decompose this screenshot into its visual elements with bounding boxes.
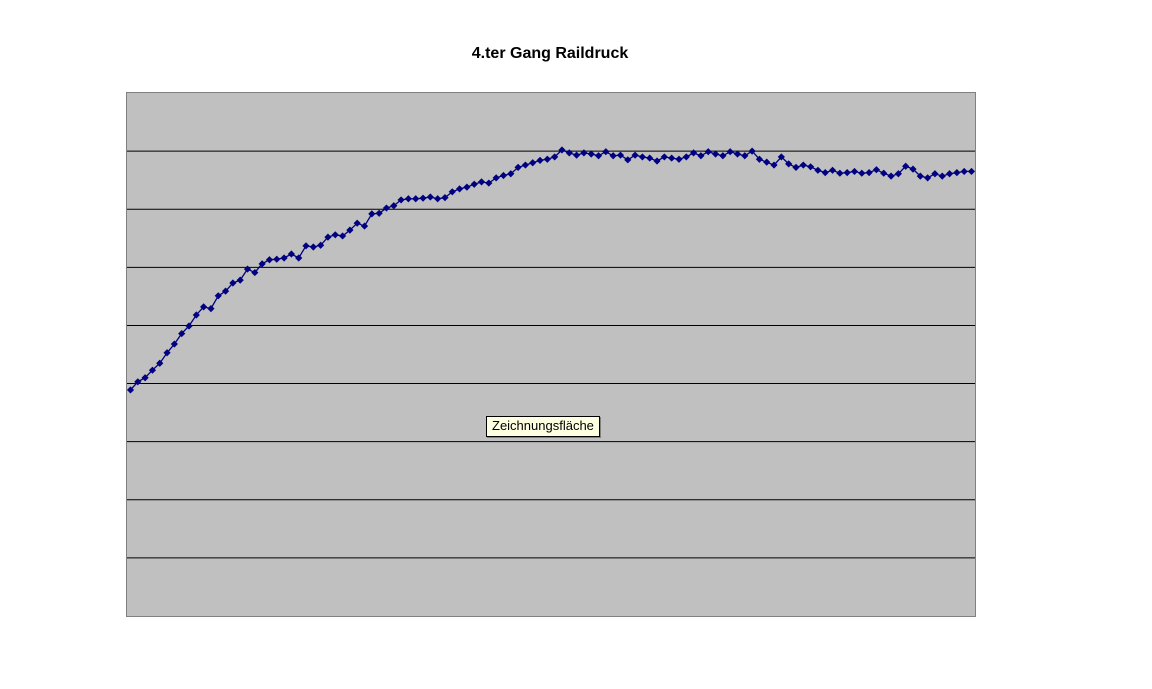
chart-title[interactable]: 4.ter Gang Raildruck	[471, 45, 629, 62]
plot-area[interactable]: Zeichnungsfläche	[126, 92, 976, 617]
plot-area-hover-tooltip: Zeichnungsfläche	[486, 416, 600, 437]
gridlines-group	[127, 150, 975, 559]
series-line-group	[127, 146, 975, 394]
chart-plot-svg	[127, 146, 975, 559]
